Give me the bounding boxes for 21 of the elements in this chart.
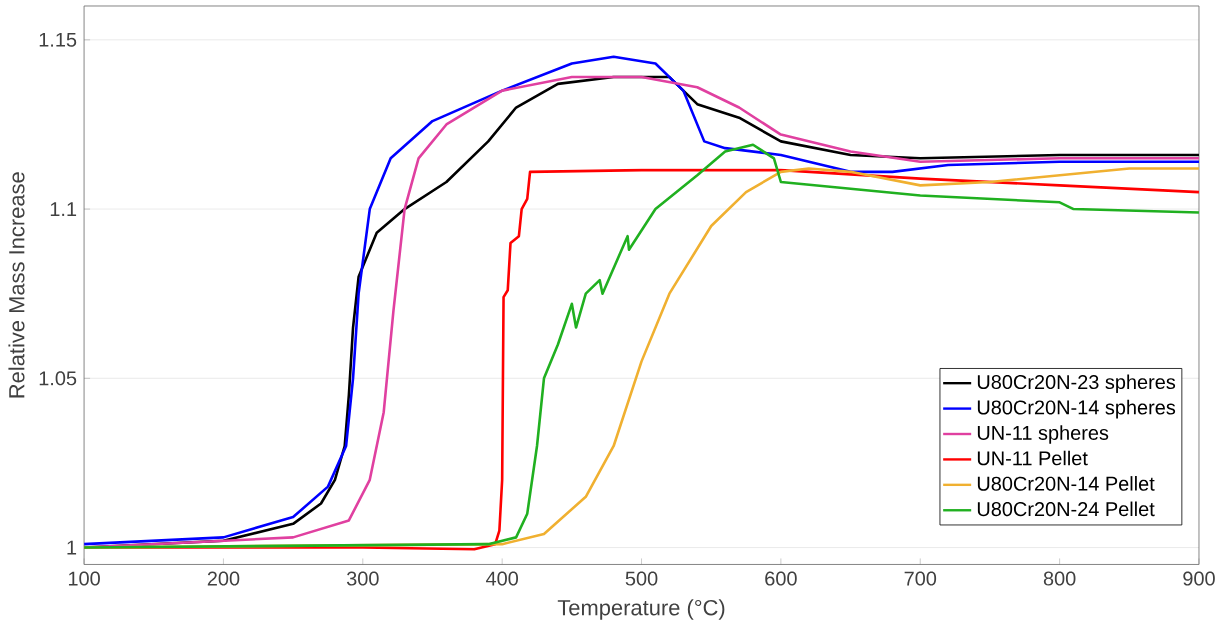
legend-label: U80Cr20N-14 spheres bbox=[977, 400, 1176, 419]
legend-label: U80Cr20N-23 spheres bbox=[977, 374, 1176, 394]
legend-label: U80Cr20N-14 Pellet bbox=[977, 476, 1155, 491]
x-tick-label: 100 bbox=[68, 571, 100, 586]
legend-label: U80Cr20N-24 Pellet bbox=[977, 501, 1155, 517]
x-tick-label: 800 bbox=[1043, 571, 1076, 586]
x-tick-label: 700 bbox=[904, 571, 937, 586]
x-tick-label: 300 bbox=[346, 571, 379, 586]
x-tick-label: 500 bbox=[625, 571, 658, 586]
legend-label: UN-11 Pellet bbox=[977, 450, 1088, 466]
x-tick-label: 400 bbox=[486, 571, 519, 586]
y-tick-label: 1 bbox=[67, 540, 77, 555]
legend-label: UN-11 spheres bbox=[977, 425, 1109, 445]
x-tick-label: 200 bbox=[207, 571, 240, 586]
y-axis-title: Relative Mass Increase bbox=[8, 172, 25, 398]
x-tick-label: 600 bbox=[765, 571, 797, 586]
y-tick-label: 1.1 bbox=[50, 202, 77, 217]
x-axis-title: Temperature (°C) bbox=[557, 599, 725, 620]
x-tick-label: 900 bbox=[1183, 571, 1215, 586]
y-tick-label: 1.15 bbox=[39, 33, 77, 48]
y-tick-label: 1.05 bbox=[39, 371, 77, 386]
